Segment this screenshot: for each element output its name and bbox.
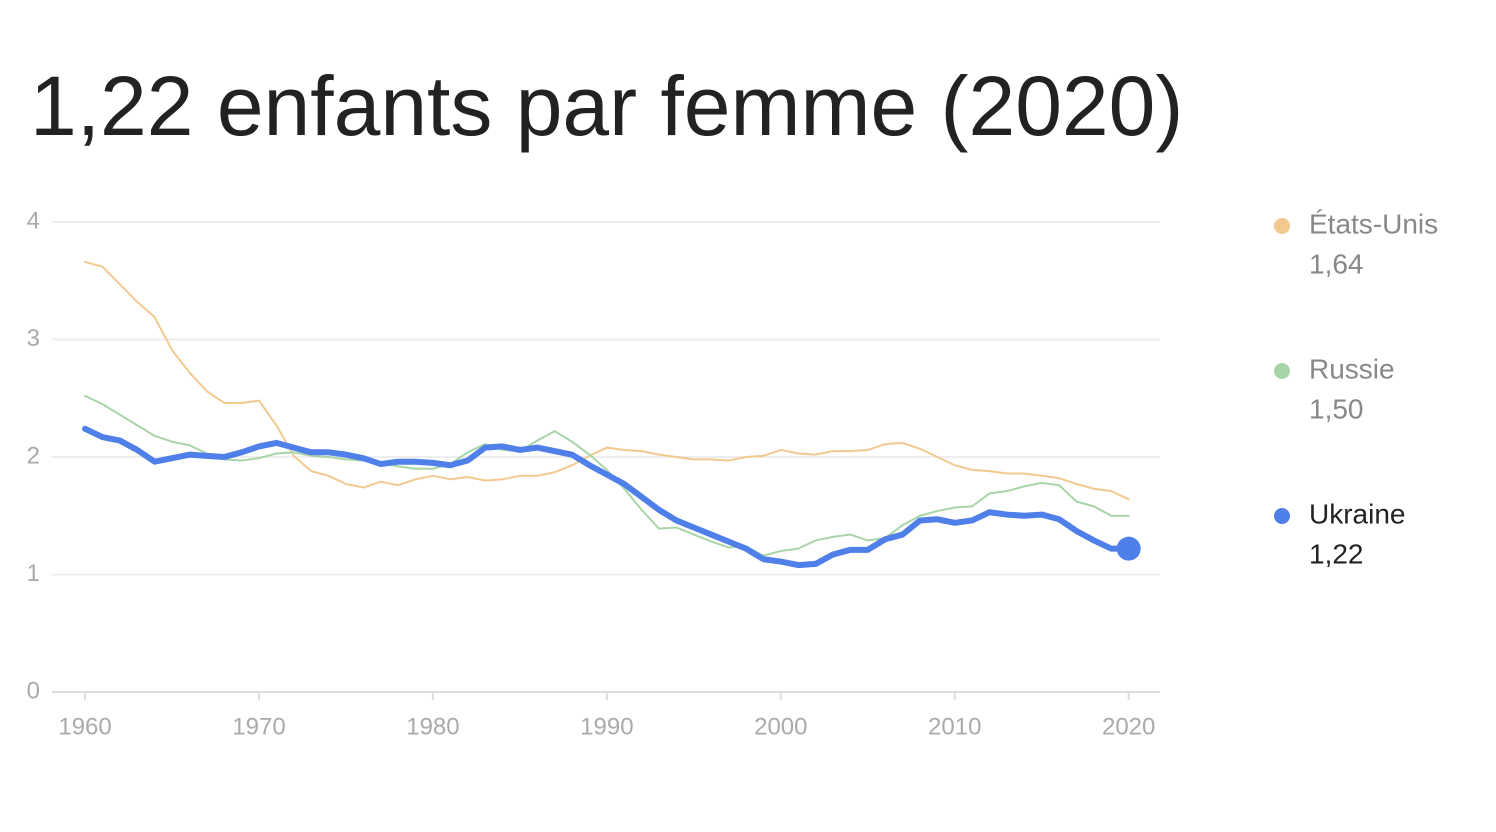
legend-swatch [1274,218,1290,234]
legend-value: 1,22 [1309,538,1364,569]
y-tick-label: 0 [27,677,40,704]
x-tick-label: 1990 [580,713,633,740]
legend-value: 1,64 [1309,248,1364,279]
x-tick-label: 2020 [1102,713,1155,740]
series-line [82,425,1132,569]
lines [82,260,1141,569]
legend-label: États-Unis [1309,208,1438,239]
legend-swatch [1274,508,1290,524]
y-tick-label: 1 [27,560,40,587]
y-tick-label: 4 [27,207,40,234]
chart-title: 1,22 enfants par femme (2020) [30,59,1183,153]
legend-swatch [1274,363,1290,379]
x-tick-label: 1960 [58,713,111,740]
x-tick-label: 1970 [232,713,285,740]
y-tick-label: 2 [27,442,40,469]
grid: 0 1 2 3 4 1960 1970 1980 1990 2000 2010 2020 [27,207,1160,740]
legend: États-Unis 1,64 Russie 1,50 Ukraine 1,22 [1274,208,1438,569]
end-point [1116,536,1141,561]
y-tick-label: 3 [27,325,40,352]
x-tick-label: 1980 [406,713,459,740]
legend-label: Russie [1309,353,1395,384]
x-tick-label: 2010 [928,713,981,740]
legend-value: 1,50 [1309,393,1364,424]
x-tick-label: 2000 [754,713,807,740]
legend-label: Ukraine [1309,498,1405,529]
series-line [84,260,1130,501]
series-line [84,394,1130,557]
